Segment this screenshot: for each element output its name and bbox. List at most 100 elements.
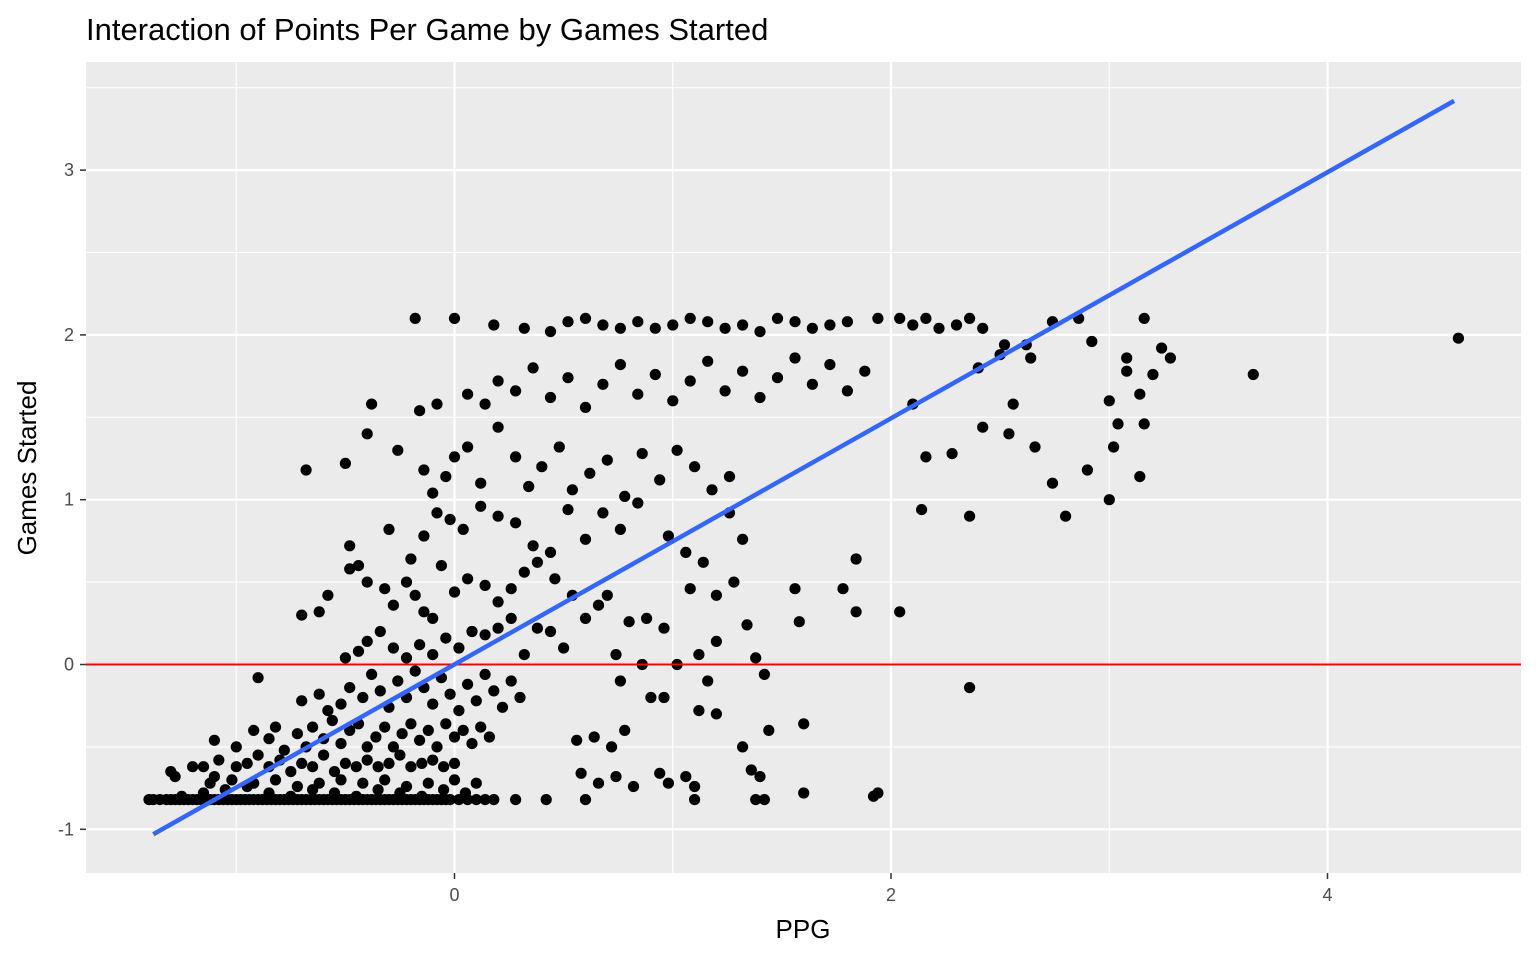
- x-axis-title: PPG: [776, 914, 831, 944]
- data-point: [579, 312, 592, 324]
- data-point: [619, 490, 631, 502]
- data-point: [1134, 471, 1146, 483]
- data-point: [387, 741, 399, 753]
- data-point: [1112, 418, 1124, 430]
- data-point: [649, 322, 661, 334]
- data-point: [964, 682, 976, 694]
- data-point: [667, 395, 679, 407]
- data-point: [269, 774, 282, 786]
- data-point: [263, 787, 275, 799]
- data-point: [230, 761, 242, 773]
- data-point: [405, 761, 417, 773]
- data-point: [894, 606, 906, 618]
- data-point: [492, 421, 504, 433]
- y-tick-label: 3: [64, 160, 74, 180]
- data-point: [737, 741, 749, 753]
- data-point: [841, 385, 854, 397]
- data-point: [1147, 368, 1159, 381]
- data-point: [697, 556, 709, 568]
- data-point: [462, 573, 474, 585]
- data-point: [754, 326, 766, 338]
- data-point: [689, 780, 701, 793]
- data-point: [579, 401, 592, 413]
- data-point: [269, 721, 282, 733]
- data-point: [558, 642, 570, 654]
- data-point: [1081, 464, 1093, 476]
- data-point: [431, 398, 443, 410]
- data-point: [680, 546, 692, 559]
- data-point: [230, 741, 242, 753]
- data-point: [440, 718, 452, 730]
- data-point: [719, 385, 731, 397]
- data-point: [654, 474, 666, 486]
- data-point: [392, 675, 404, 687]
- data-point: [444, 794, 456, 806]
- data-point: [667, 319, 679, 331]
- data-point: [627, 780, 640, 793]
- data-point: [300, 464, 312, 476]
- data-point: [414, 405, 426, 417]
- data-point: [448, 312, 461, 324]
- data-point: [427, 698, 439, 710]
- data-point: [361, 741, 373, 753]
- data-point: [509, 451, 522, 463]
- data-point: [492, 622, 504, 634]
- data-point: [197, 761, 210, 773]
- data-point: [706, 484, 718, 496]
- data-point: [553, 441, 565, 453]
- data-point: [285, 766, 297, 778]
- data-point: [427, 754, 439, 766]
- data-point: [313, 688, 325, 700]
- data-point: [383, 523, 395, 536]
- data-point: [623, 616, 635, 628]
- data-point: [427, 612, 439, 625]
- data-point: [1121, 352, 1133, 364]
- y-tick-label: -1: [58, 819, 74, 839]
- data-point: [859, 365, 871, 377]
- data-point: [307, 721, 319, 733]
- data-point: [462, 441, 474, 453]
- data-point: [632, 497, 644, 509]
- data-point: [614, 523, 627, 536]
- data-point: [307, 761, 319, 773]
- data-point: [226, 774, 238, 786]
- data-point: [933, 322, 945, 334]
- data-point: [684, 312, 696, 324]
- data-point: [632, 388, 644, 400]
- data-point: [509, 794, 522, 806]
- data-point: [514, 691, 526, 704]
- data-point: [798, 718, 810, 730]
- data-point: [422, 777, 434, 789]
- data-point: [208, 734, 220, 746]
- data-point: [448, 774, 461, 786]
- data-point: [645, 691, 657, 704]
- data-point: [328, 766, 341, 778]
- data-point: [754, 391, 766, 404]
- data-point: [1103, 494, 1115, 506]
- y-tick-label: 1: [64, 490, 74, 510]
- data-point: [335, 738, 347, 750]
- data-point: [470, 695, 482, 707]
- data-point: [684, 583, 696, 595]
- data-point: [394, 749, 406, 761]
- data-point: [916, 504, 928, 516]
- data-point: [636, 448, 648, 460]
- data-point: [187, 761, 199, 773]
- data-point: [597, 319, 609, 331]
- data-point: [789, 316, 801, 328]
- data-point: [920, 451, 932, 463]
- data-point: [448, 586, 461, 598]
- data-point: [1164, 352, 1176, 364]
- data-point: [318, 749, 330, 761]
- data-point: [1156, 342, 1168, 354]
- data-point: [296, 757, 308, 770]
- data-point: [964, 510, 976, 522]
- data-point: [518, 649, 530, 661]
- data-point: [492, 375, 504, 387]
- data-point: [641, 612, 653, 625]
- data-point: [540, 794, 552, 806]
- data-point: [496, 701, 509, 713]
- regression-line: [152, 98, 1456, 837]
